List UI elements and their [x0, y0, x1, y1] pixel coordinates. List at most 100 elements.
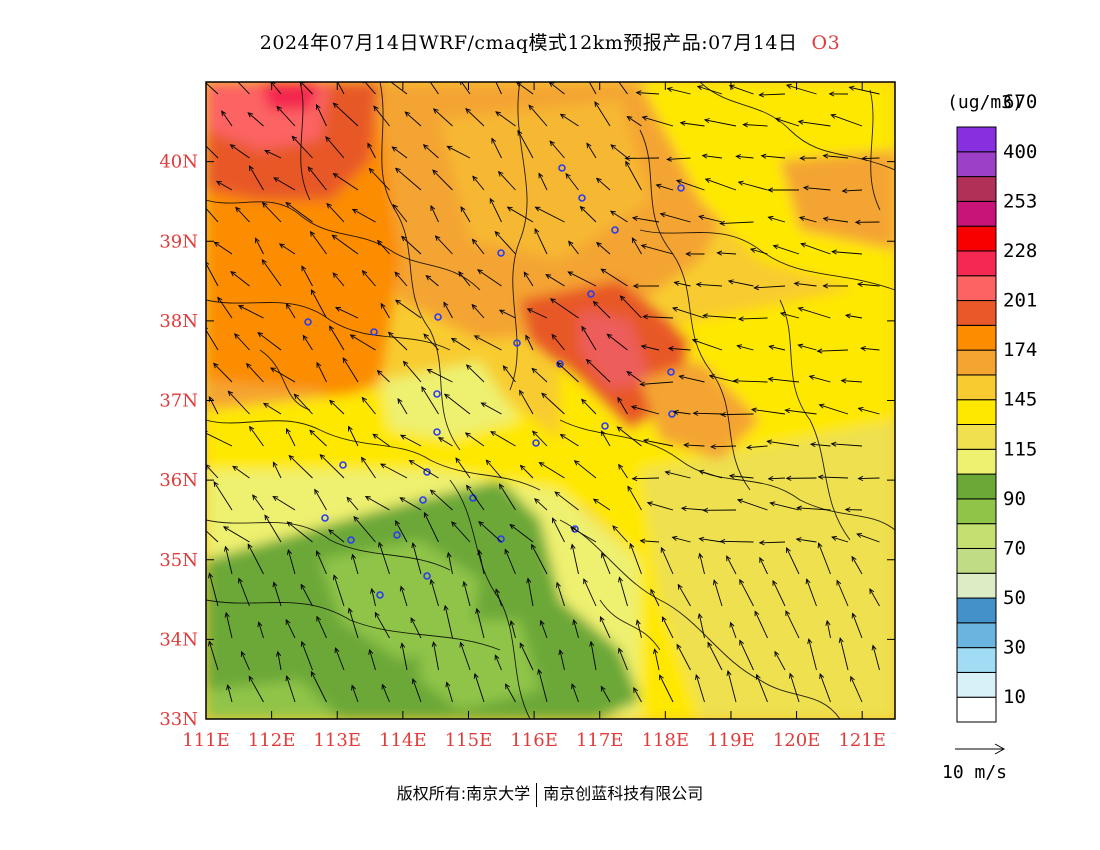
- arrow-head-icon: [755, 673, 761, 680]
- arrow-head-icon: [217, 296, 223, 303]
- wind-arrow: [472, 176, 485, 191]
- wind-arrow: [217, 297, 233, 319]
- wind-arrow: [350, 334, 376, 351]
- arrow-head-icon: [612, 525, 618, 531]
- wind-arrow: [491, 138, 502, 159]
- wind-arrow: [247, 544, 264, 575]
- arrow-head-icon: [767, 376, 774, 382]
- wind-arrow: [412, 542, 422, 575]
- arrow-head-icon: [871, 644, 877, 651]
- wind-arrow: [367, 143, 376, 159]
- arrow-head-icon: [534, 498, 540, 504]
- wind-arrow: [803, 187, 831, 191]
- wind-arrow: [733, 380, 768, 383]
- wind-arrow: [556, 582, 565, 607]
- arrow-head-icon: [276, 105, 282, 112]
- wind-arrow: [588, 82, 597, 95]
- arrow-head-icon: [328, 529, 334, 535]
- arrow-head-icon: [737, 180, 744, 186]
- wind-arrow: [447, 552, 453, 575]
- wind-arrow: [819, 404, 849, 415]
- arrow-head-icon: [592, 498, 599, 504]
- arrow-head-icon: [830, 113, 837, 119]
- wind-arrow: [798, 307, 831, 319]
- arrow-head-icon: [678, 374, 685, 380]
- arrow-head-icon: [307, 166, 313, 173]
- arrow-head-icon: [549, 298, 556, 304]
- arrow-head-icon: [571, 683, 576, 690]
- wind-arrow: [750, 248, 768, 255]
- wind-arrow: [738, 317, 768, 320]
- colorbar-swatch: [956, 448, 997, 475]
- arrow-head-icon: [237, 305, 244, 310]
- wind-arrow: [352, 209, 376, 223]
- wind-arrow: [230, 271, 250, 287]
- wind-arrow: [806, 579, 817, 607]
- wind-arrow: [568, 271, 597, 287]
- wind-arrow: [786, 547, 800, 575]
- wind-arrow: [665, 471, 691, 479]
- arrow-head-icon: [841, 188, 848, 194]
- pollutant-species: O3: [811, 32, 841, 54]
- arrow-head-icon: [538, 172, 544, 179]
- arrow-head-icon: [639, 538, 646, 544]
- arrow-head-icon: [817, 542, 823, 549]
- lat-tick-label: 33N: [159, 709, 198, 730]
- wind-arrow: [696, 283, 723, 287]
- arrow-head-icon: [618, 647, 623, 654]
- arrow-head-icon: [785, 610, 791, 617]
- arrow-head-icon: [685, 251, 691, 257]
- city-markers: [304, 164, 685, 599]
- wind-arrow: [759, 557, 768, 575]
- arrow-head-icon: [238, 577, 243, 584]
- arrow-head-icon: [200, 77, 205, 82]
- wind-arrow: [443, 302, 453, 319]
- wind-arrow: [249, 426, 264, 447]
- wind-arrow: [693, 412, 723, 415]
- arrow-head-icon: [805, 578, 811, 585]
- arrow-head-icon: [667, 346, 674, 352]
- arrow-head-icon: [800, 242, 807, 248]
- wind-arrow: [862, 157, 880, 159]
- wind-arrow: [520, 465, 534, 479]
- wind-arrow: [541, 392, 565, 415]
- wind-arrow: [510, 620, 516, 639]
- wind-arrow: [519, 390, 534, 415]
- wind-arrow: [335, 307, 359, 319]
- arrow-head-icon: [767, 475, 774, 482]
- arrow-head-icon: [509, 523, 516, 530]
- wind-arrow: [446, 682, 453, 703]
- arrow-head-icon: [599, 616, 605, 622]
- arrow-head-icon: [462, 580, 468, 587]
- wind-arrow: [273, 582, 282, 607]
- arrow-head-icon: [451, 521, 457, 527]
- lon-tick-label: 118E: [642, 730, 690, 751]
- arrow-head-icon: [701, 153, 708, 159]
- arrow-head-icon: [719, 220, 725, 226]
- arrow-head-icon: [235, 206, 241, 213]
- wind-arrow: [433, 642, 439, 671]
- wind-arrow: [681, 507, 705, 511]
- wind-arrow: [249, 165, 264, 191]
- arrow-head-icon: [285, 675, 291, 682]
- wind-arrow: [531, 544, 548, 575]
- arrow-head-icon: [264, 514, 270, 521]
- wind-arrow: [593, 301, 611, 319]
- arrow-head-icon: [272, 581, 278, 588]
- arrow-head-icon: [836, 579, 842, 586]
- copyright-footer: 版权所有:南京大学 南京创蓝科技有限公司: [0, 780, 1100, 807]
- arrow-head-icon: [793, 281, 800, 287]
- arrow-head-icon: [767, 215, 774, 221]
- arrow-head-icon: [784, 408, 791, 414]
- wind-arrow: [656, 184, 674, 191]
- arrow-head-icon: [666, 156, 672, 162]
- wind-arrow: [858, 477, 880, 480]
- arrow-head-icon: [716, 250, 723, 256]
- arrow-head-icon: [215, 180, 222, 186]
- wind-arrow: [353, 516, 376, 543]
- wind-arrow: [570, 527, 597, 543]
- wind-arrow: [617, 426, 642, 447]
- wind-arrow: [206, 262, 219, 287]
- arrow-head-icon: [659, 674, 664, 681]
- wind-arrow: [286, 428, 296, 447]
